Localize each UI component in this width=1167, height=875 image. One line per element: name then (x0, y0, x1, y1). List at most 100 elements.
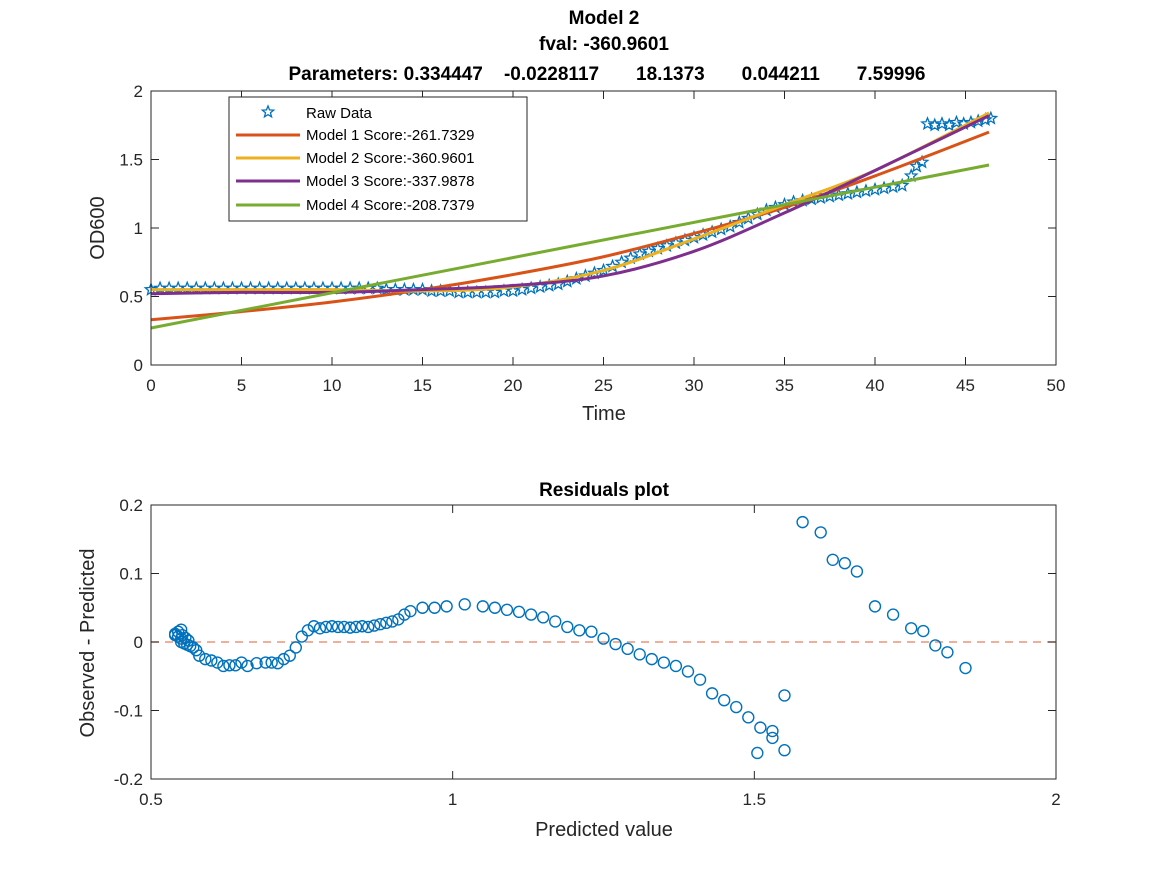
raw-data-point (903, 168, 919, 183)
residual-point (458, 598, 471, 611)
top-x-axis-label: Time (582, 403, 626, 425)
top-y-tick-label: 0 (134, 356, 143, 375)
top-x-tick-label: 45 (956, 376, 975, 395)
residual-point (398, 608, 411, 621)
residual-point (337, 620, 351, 634)
top-x-tick-label: 10 (323, 376, 342, 395)
residual-point (295, 630, 309, 643)
top-chart-parameters: Parameters: 0.334447 -0.0228117 18.1373 … (289, 64, 926, 85)
residual-point (235, 656, 248, 669)
residual-point (313, 622, 327, 635)
residual-point (500, 603, 514, 617)
model-1-curve (150, 130, 990, 322)
residual-point (476, 600, 490, 613)
top-x-tick-label: 15 (413, 376, 432, 395)
residual-point (742, 711, 755, 724)
bottom-x-axis-label: Predicted value (535, 819, 673, 841)
residual-point (440, 600, 453, 613)
residual-point (657, 656, 671, 669)
top-y-tick-label: 1 (134, 219, 143, 238)
residual-point (681, 665, 695, 678)
top-y-tick-label: 0.5 (119, 288, 143, 307)
bottom-chart-title: Residuals plot (539, 480, 670, 501)
model-3-curve (150, 114, 990, 296)
residual-point (362, 620, 375, 634)
bottom-x-tick-label: 2 (1051, 790, 1060, 809)
residual-point (250, 657, 263, 670)
residual-point (386, 615, 399, 628)
top-x-tick-label: 50 (1047, 376, 1066, 395)
residual-point (374, 617, 387, 631)
residual-point (929, 639, 942, 652)
bottom-y-tick-label: 0.2 (119, 496, 143, 515)
residual-point (850, 565, 864, 578)
residual-point (549, 615, 562, 628)
legend-model-2-label: Model 2 Score:-360.9601 (306, 150, 474, 167)
residual-point (868, 600, 882, 613)
raw-data-point (909, 158, 925, 173)
bottom-plot: 0.5 1 1.5 2-0.2-0.100.10.2 Predicted value … (77, 496, 1061, 841)
raw-data-point (934, 116, 950, 131)
bottom-y-axis-label: Observed - Predicted (77, 549, 99, 738)
residual-point (778, 744, 791, 757)
bottom-x-tick-label: 1.5 (743, 790, 767, 809)
residual-point (826, 553, 839, 566)
top-x-tick-label: 40 (866, 376, 885, 395)
residual-point (343, 621, 357, 634)
top-x-tick-label: 30 (685, 376, 704, 395)
residual-point (283, 649, 296, 662)
top-x-tick-label: 35 (775, 376, 794, 395)
top-plot: 0 5 10 15 20 25 30 35 40 45 50 0 0.5 1 1.5 2 Time OD600… (87, 82, 1065, 425)
top-chart-title: Model 2 (569, 8, 640, 29)
residual-point (380, 616, 393, 630)
residual-point (205, 654, 218, 667)
residual-point (838, 557, 852, 570)
residual-point (259, 656, 272, 669)
bottom-y-tick-label: -0.2 (114, 770, 143, 789)
top-y-axis-label: OD600 (87, 196, 109, 259)
top-y-tick-label: 1.5 (119, 151, 143, 170)
legend-raw-data-label: Raw Data (306, 105, 373, 122)
residual-point (223, 659, 236, 672)
residual-point (277, 652, 290, 666)
residual-point (524, 608, 538, 621)
bottom-y-tick-label: -0.1 (114, 702, 143, 721)
raw-data-point (632, 246, 648, 261)
residual-point (193, 649, 206, 662)
residual-point (211, 656, 224, 669)
residual-point (766, 731, 779, 745)
residual-point (669, 659, 683, 673)
top-x-tick-label: 5 (237, 376, 246, 395)
bottom-y-tick-label: 0.1 (119, 565, 143, 584)
residual-point (705, 687, 719, 700)
raw-data-point (949, 114, 964, 129)
top-x-tick-label: 0 (146, 376, 155, 395)
residual-point (796, 515, 809, 529)
residual-point (404, 604, 417, 618)
residual-point (488, 601, 502, 614)
residual-point (633, 648, 646, 661)
residual-point (905, 622, 918, 635)
residual-point (573, 624, 586, 637)
residual-point (717, 694, 731, 707)
residual-point (331, 620, 345, 634)
residual-point (355, 620, 369, 633)
residual-point (645, 652, 658, 666)
residual-point (199, 652, 212, 666)
bottom-x-tick-label: 1 (448, 790, 457, 809)
residual-point (428, 601, 441, 614)
raw-data-point (920, 116, 935, 131)
residual-point (751, 746, 764, 760)
residual-point (368, 619, 381, 632)
residual-point (814, 526, 827, 539)
residual-point (307, 620, 321, 633)
top-y-tick-label: 2 (134, 82, 143, 101)
residual-point (319, 620, 333, 634)
residual-point (241, 659, 254, 673)
residual-point (585, 625, 598, 638)
residual-point (217, 659, 230, 673)
legend-model-1-label: Model 1 Score:-261.7329 (306, 127, 474, 144)
model-4-curve (150, 163, 990, 330)
bottom-x-tick-label: 0.5 (139, 790, 163, 809)
